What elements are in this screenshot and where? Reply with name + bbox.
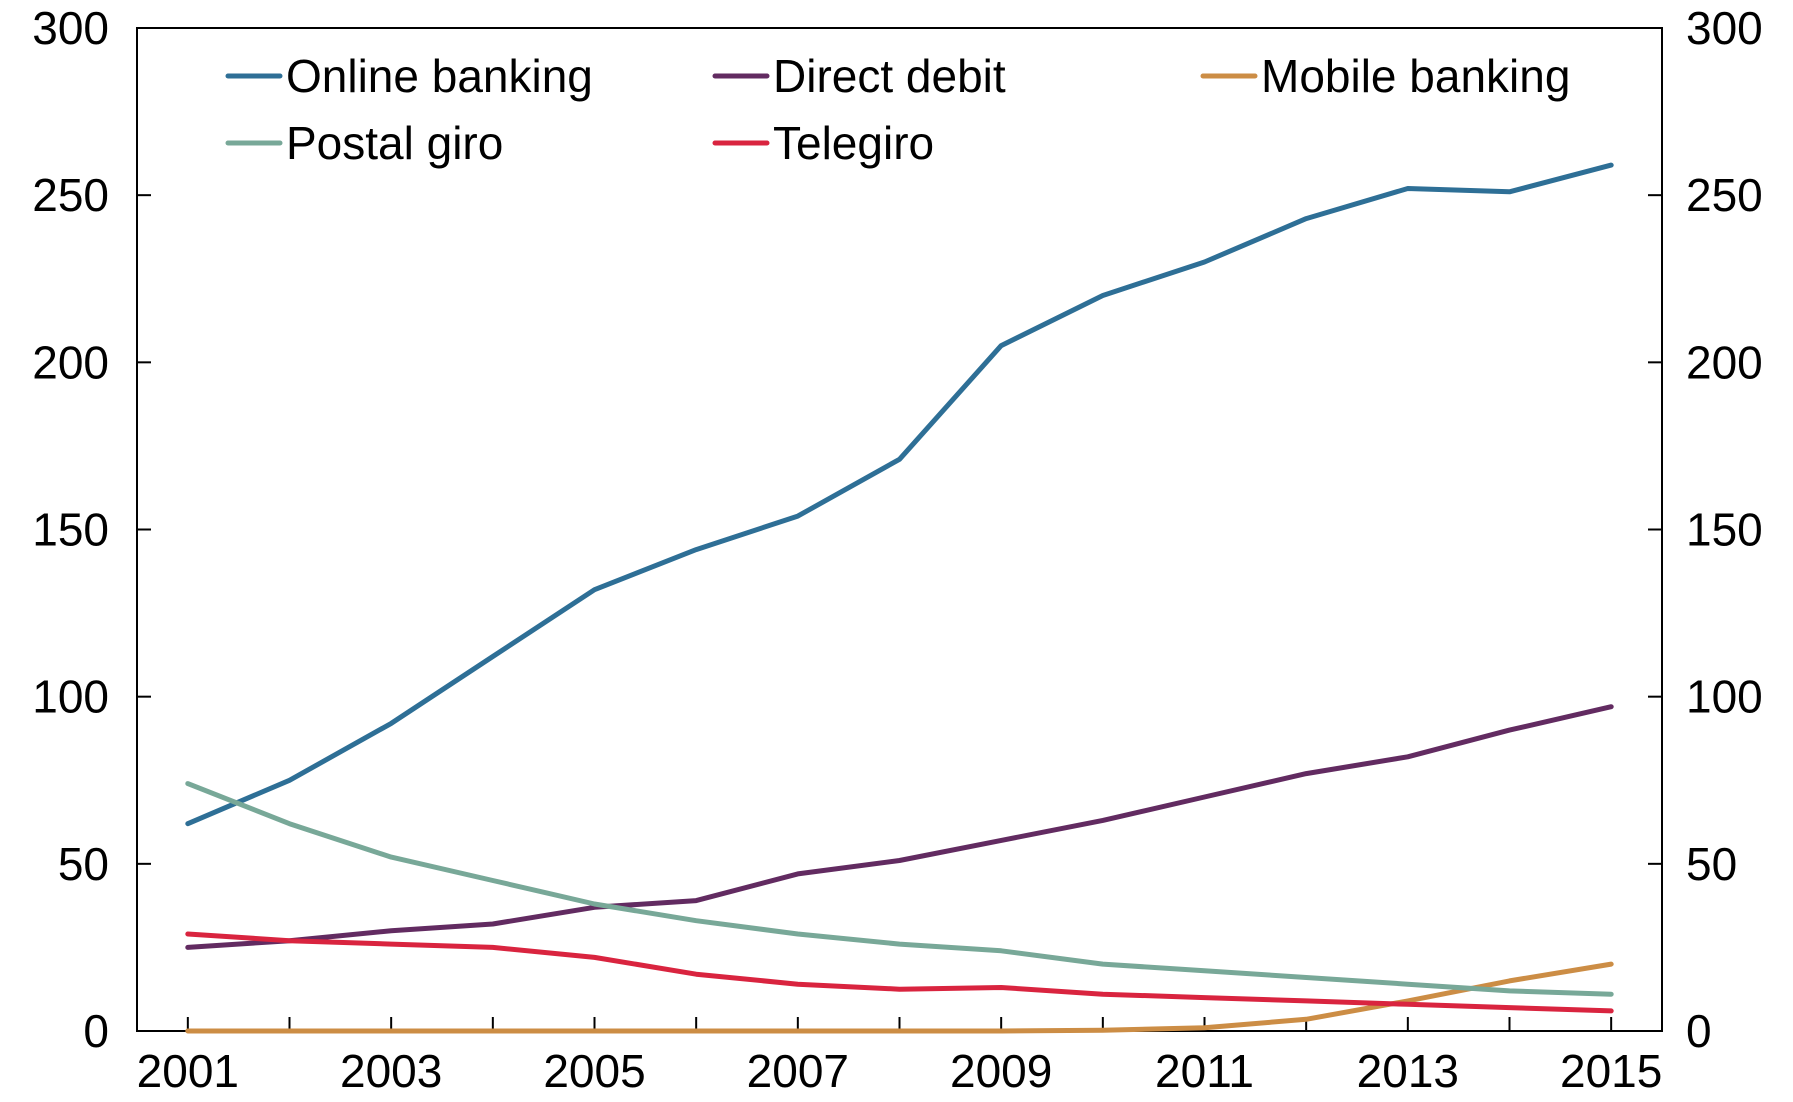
- legend: Online banking Direct debit Mobile banking…: [225, 50, 1570, 169]
- y-tick-label-right: 50: [1686, 838, 1737, 890]
- y-tick-label-right: 250: [1686, 169, 1763, 221]
- y-tick-label-left: 50: [58, 838, 109, 890]
- y-tick-label-left: 200: [32, 336, 109, 388]
- x-tick-label: 2015: [1560, 1045, 1662, 1097]
- legend-label-direct-debit: Direct debit: [773, 50, 1006, 102]
- axis-ticks: 0 0 50 50 100 100 150 150 200 200 250 250 300 300 2001…: [32, 2, 1763, 1097]
- x-tick-label: 2011: [1155, 1045, 1254, 1097]
- x-tick-label: 2013: [1357, 1045, 1459, 1097]
- y-tick-label-left: 300: [32, 2, 109, 54]
- series-lines: [185, 162, 1614, 1034]
- y-tick-label-right: 100: [1686, 671, 1763, 723]
- y-tick-label-right: 150: [1686, 504, 1763, 556]
- y-tick-label-right: 300: [1686, 2, 1763, 54]
- y-tick-label-left: 250: [32, 169, 109, 221]
- series-line-postal-giro: [185, 781, 1614, 997]
- legend-label-online-banking: Online banking: [286, 50, 593, 102]
- x-tick-label: 2007: [747, 1045, 849, 1097]
- legend-label-postal-giro: Postal giro: [286, 117, 503, 169]
- series-line-mobile-banking: [185, 961, 1614, 1034]
- x-tick-label: 2005: [543, 1045, 645, 1097]
- y-tick-label-left: 150: [32, 504, 109, 556]
- plot-frame: [136, 27, 1663, 1032]
- series-line-online-banking: [185, 162, 1614, 827]
- x-tick-label: 2001: [137, 1045, 239, 1097]
- x-tick-label: 2003: [340, 1045, 442, 1097]
- y-tick-label-left: 0: [83, 1005, 109, 1057]
- series-line-direct-debit: [185, 704, 1614, 950]
- y-tick-label-left: 100: [32, 671, 109, 723]
- series-line-telegiro: [185, 931, 1614, 1014]
- y-tick-label-right: 0: [1686, 1005, 1712, 1057]
- y-tick-label-right: 200: [1686, 336, 1763, 388]
- legend-label-mobile-banking: Mobile banking: [1261, 50, 1570, 102]
- legend-label-telegiro: Telegiro: [773, 117, 934, 169]
- x-tick-label: 2009: [950, 1045, 1052, 1097]
